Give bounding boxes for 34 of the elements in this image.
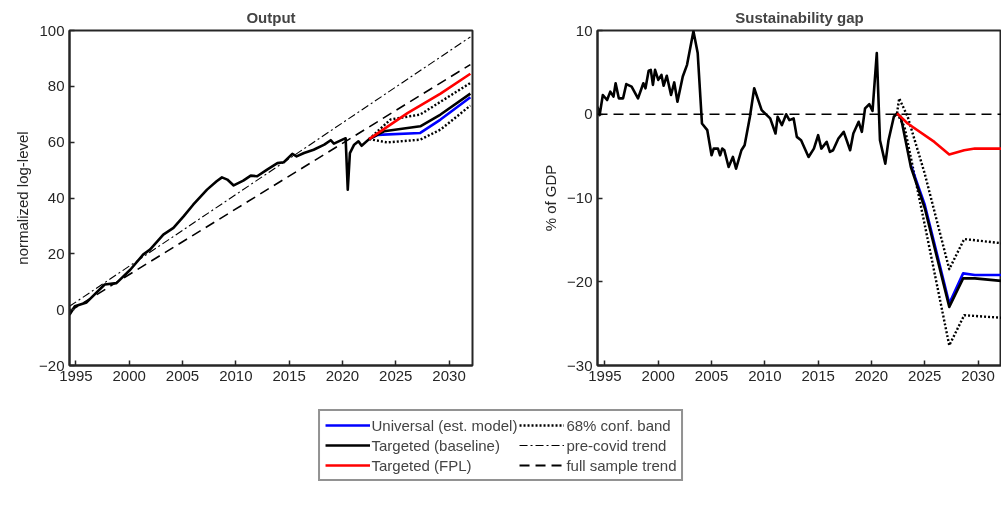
x-tick-label: 2020 <box>854 366 889 384</box>
y-tick-label: 100 <box>39 21 65 39</box>
x-tick-label: 2030 <box>961 366 995 384</box>
y-tick-label: 0 <box>584 105 593 123</box>
x-tick-label: 2000 <box>112 366 146 384</box>
y-tick-label: 10 <box>575 21 593 39</box>
x-tick-label: 2025 <box>908 366 942 384</box>
legend-label: full sample trend <box>566 456 677 474</box>
x-tick-label: 2015 <box>801 366 835 384</box>
x-tick-label: 2010 <box>748 366 782 384</box>
x-tick-label: 2005 <box>165 366 200 384</box>
chart-title: Sustainability gap <box>735 8 864 26</box>
x-tick-label: 2010 <box>219 366 253 384</box>
legend-label: Targeted (baseline) <box>371 436 500 454</box>
y-axis-title: % of GDP <box>542 164 560 232</box>
legend-label: Universal (est. model) <box>371 416 518 434</box>
x-tick-label: 2025 <box>379 366 413 384</box>
y-tick-label: 80 <box>47 77 65 95</box>
legend-label: 68% conf. band <box>566 416 671 434</box>
legend-label: Targeted (FPL) <box>371 456 472 474</box>
x-tick-label: 2000 <box>641 366 675 384</box>
y-tick-label: 20 <box>47 244 65 262</box>
x-tick-label: 2005 <box>694 366 729 384</box>
y-tick-label: 0 <box>56 300 65 318</box>
legend-label: pre-covid trend <box>566 436 667 454</box>
y-axis-title: normalized log-level <box>14 131 32 265</box>
x-tick-label: 2015 <box>272 366 306 384</box>
x-tick-label: 2030 <box>432 366 466 384</box>
y-tick-label: −10 <box>567 189 593 206</box>
chart-title: Output <box>246 8 296 26</box>
y-tick-label: −20 <box>567 272 593 290</box>
y-tick-label: 40 <box>47 189 65 206</box>
x-tick-label: 2020 <box>325 366 360 384</box>
y-tick-label: 60 <box>47 133 65 151</box>
